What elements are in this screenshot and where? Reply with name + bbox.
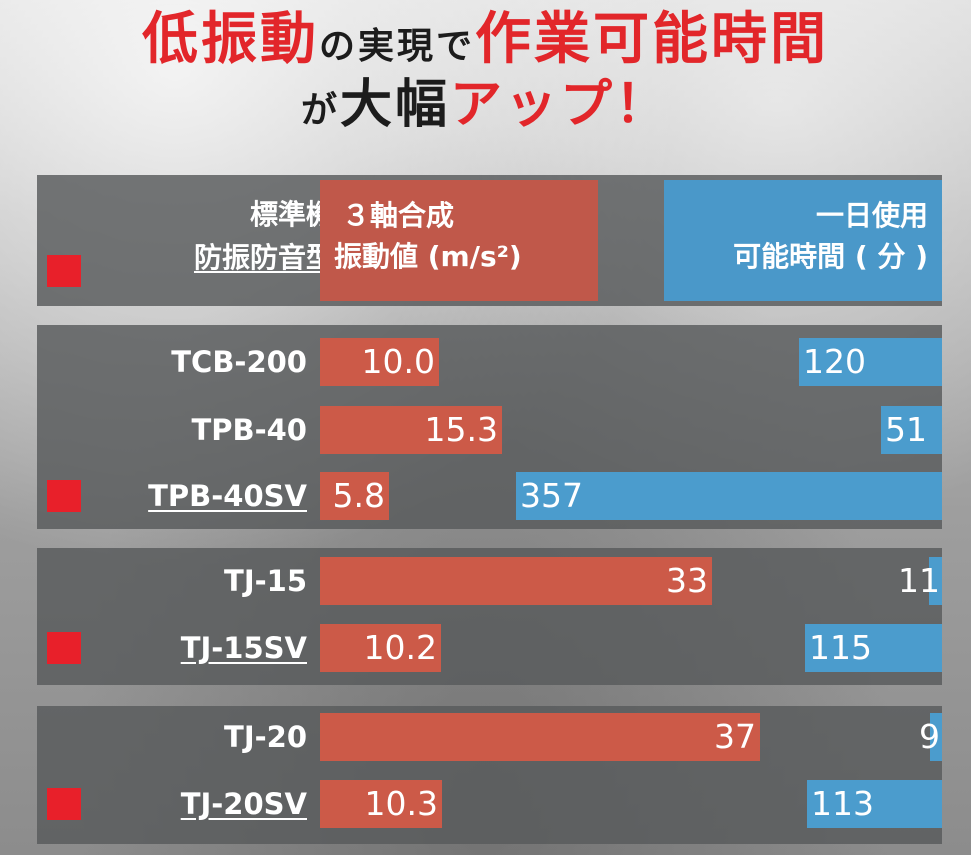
vibration-header-line-2: 振動値 (m/s²) (334, 239, 522, 273)
time-bar-fill (929, 557, 942, 605)
time-value-label: 51 (885, 410, 927, 449)
model-label-tj-15: TJ-15 (224, 564, 307, 598)
time-bar-fill (930, 713, 942, 761)
headline-line2-part-0: が (300, 90, 340, 132)
time-bar-tj-20: 9 (882, 713, 942, 761)
headline-line2-part-1: 大幅 (339, 75, 450, 136)
time-header-line-1: 一日使用 (815, 199, 928, 232)
vibration-bar-tj-20sv: 10.3 (320, 780, 442, 828)
time-header-line-2: 可能時間 ( 分 ) (733, 239, 928, 273)
time-bar-tpb-40: 51 (881, 406, 942, 454)
time-value-label: 120 (803, 342, 866, 381)
vibration-bar-tj-15sv: 10.2 (320, 624, 441, 672)
headline-line-1: 低振動の実現で作業可能時間 (0, 7, 971, 72)
model-label-tj-20sv: TJ-20SV (180, 787, 307, 821)
vibration-bar-tj-20: 37 (320, 713, 760, 761)
vibration-column-header: ３軸合成 振動値 (m/s²) (320, 180, 598, 301)
time-column-header: 一日使用 可能時間 ( 分 ) (664, 180, 942, 301)
time-bar-tj-20sv: 113 (807, 780, 942, 828)
anti-vibration-marker (47, 480, 81, 512)
model-label-tj-20: TJ-20 (224, 720, 307, 754)
model-label-tcb-200: TCB-200 (171, 345, 307, 379)
model-label-tpb-40sv: TPB-40SV (148, 479, 307, 513)
anti-vibration-marker (47, 632, 81, 664)
anti-vibration-label: 防振防音型 (193, 241, 334, 275)
time-value-label: 113 (811, 784, 874, 823)
time-bar-tj-15: 11 (882, 557, 942, 605)
time-bar-tpb-40sv: 357 (516, 472, 942, 520)
headline-line2-part-2: アップ！ (450, 75, 671, 136)
vibration-bar-tpb-40sv: 5.8 (320, 472, 389, 520)
headline: 低振動の実現で作業可能時間 が大幅アップ！ (0, 7, 971, 136)
vibration-header-line-1: ３軸合成 (342, 199, 455, 232)
headline-line1-part-1: の実現で (318, 26, 475, 67)
time-value-label: 11 (898, 561, 940, 600)
standard-machine-label: 標準機 (249, 198, 334, 231)
time-bar-tj-15sv: 115 (805, 624, 942, 672)
vibration-bar-tcb-200: 10.0 (320, 338, 439, 386)
time-value-label: 115 (809, 628, 872, 667)
time-value-label: 9 (919, 717, 940, 756)
headline-line-2: が大幅アップ！ (0, 75, 971, 136)
time-value-label: 357 (520, 476, 583, 515)
headline-line1-part-2: 作業可能時間 (475, 7, 829, 72)
vibration-bar-tj-15: 33 (320, 557, 712, 605)
time-bar-tcb-200: 120 (799, 338, 942, 386)
headline-line1-part-0: 低振動 (141, 7, 319, 72)
vibration-bar-tpb-40: 15.3 (320, 406, 502, 454)
legend-red-square (47, 255, 81, 287)
anti-vibration-marker (47, 788, 81, 820)
model-label-tj-15sv: TJ-15SV (180, 631, 307, 665)
header-machine-labels: 標準機 防振防音型 (194, 193, 334, 280)
model-label-tpb-40: TPB-40 (191, 413, 307, 447)
